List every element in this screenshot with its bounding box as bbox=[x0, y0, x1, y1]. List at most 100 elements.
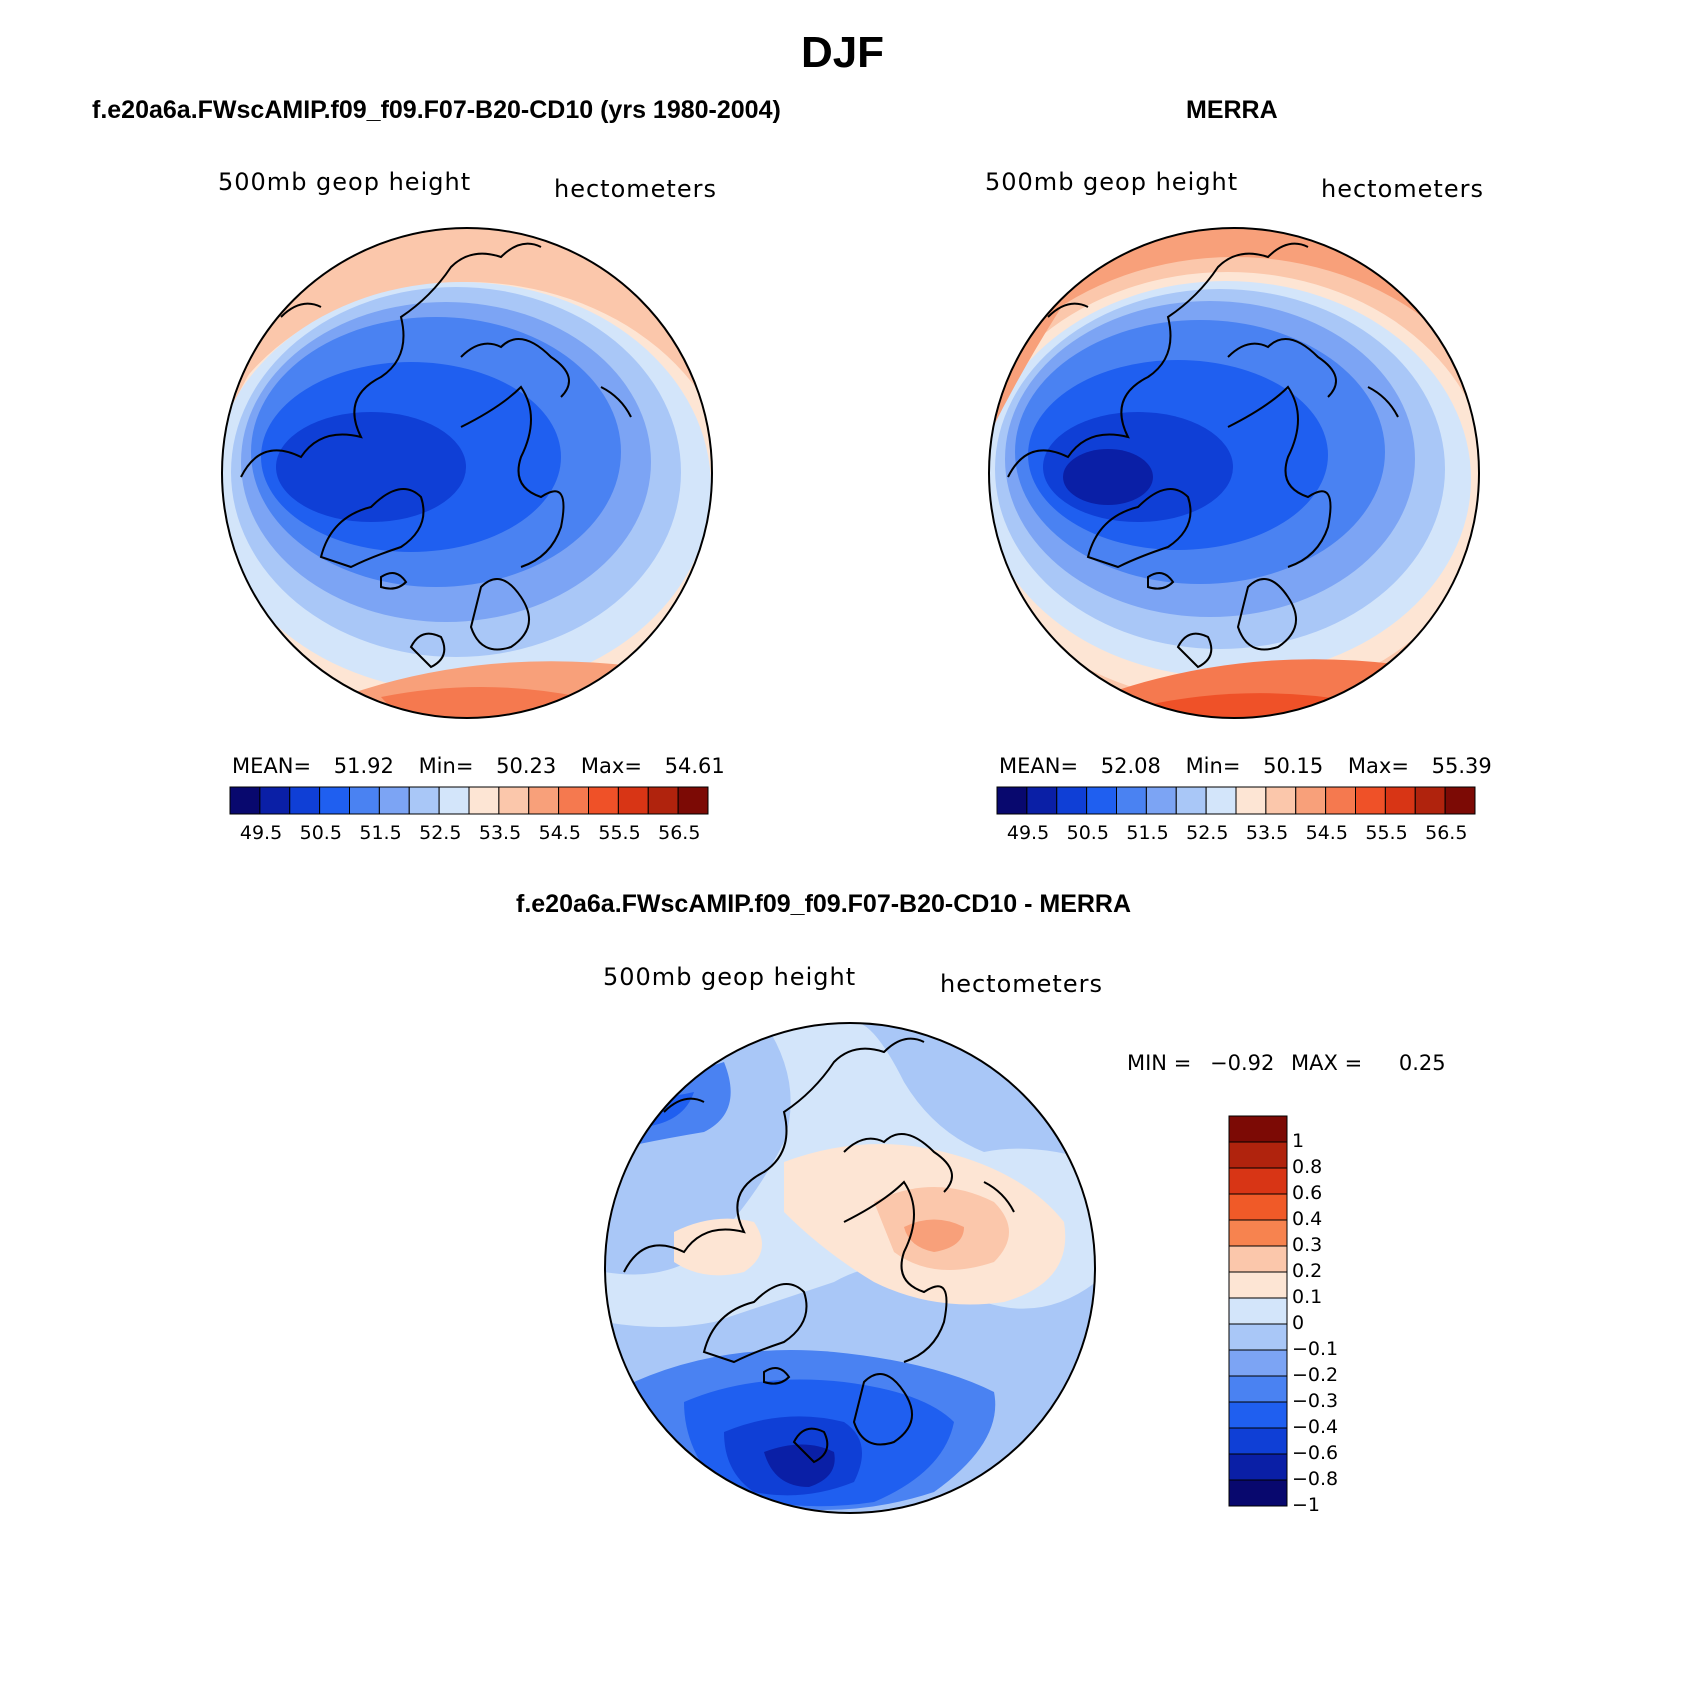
colorbar-swatch bbox=[319, 786, 350, 815]
colorbar-swatch bbox=[647, 786, 679, 815]
colorbar-swatch bbox=[1228, 1401, 1288, 1429]
obs-min-label: Min= bbox=[1185, 754, 1241, 778]
diff-min-value: −0.92 bbox=[1209, 1051, 1275, 1075]
colorbar-swatch bbox=[1355, 786, 1386, 815]
colorbar-swatch bbox=[468, 786, 500, 815]
colorbar-swatch bbox=[1228, 1193, 1288, 1221]
colorbar-swatch bbox=[1235, 786, 1267, 815]
diff-tick: 0.8 bbox=[1292, 1156, 1323, 1178]
diff-tick: −0.6 bbox=[1292, 1442, 1339, 1464]
colorbar-swatch bbox=[528, 786, 560, 815]
colorbar-swatch bbox=[1116, 786, 1147, 815]
colorbar-swatch bbox=[1228, 1453, 1288, 1481]
diff-tick: 0.4 bbox=[1292, 1208, 1323, 1230]
model-tick: 50.5 bbox=[299, 822, 342, 844]
model-mean-label: MEAN= bbox=[232, 754, 312, 778]
colorbar-swatch bbox=[498, 786, 530, 815]
diff-min-label: MIN = bbox=[1127, 1051, 1192, 1075]
colorbar-swatch bbox=[1228, 1375, 1288, 1403]
colorbar-swatch bbox=[289, 786, 321, 815]
diff-tick: −0.4 bbox=[1292, 1416, 1339, 1438]
page-title: DJF bbox=[800, 28, 885, 77]
model-max-label: Max= bbox=[580, 754, 642, 778]
obs-tick: 55.5 bbox=[1365, 822, 1408, 844]
model-tick: 52.5 bbox=[419, 822, 462, 844]
colorbar-swatch bbox=[438, 786, 470, 815]
diff-tick: 0.1 bbox=[1292, 1286, 1323, 1308]
obs-max-value: 55.39 bbox=[1431, 754, 1492, 778]
obs-colorbar-ticks: 49.5 50.5 51.5 52.5 53.5 54.5 55.5 56.5 bbox=[997, 822, 1475, 846]
diff-variable-label: 500mb geop height bbox=[603, 963, 857, 991]
model-panel-title: f.e20a6a.FWscAMIP.f09_f09.F07-B20-CD10 (… bbox=[92, 96, 781, 124]
obs-tick: 51.5 bbox=[1126, 822, 1169, 844]
colorbar-swatch bbox=[1145, 786, 1177, 815]
model-tick: 53.5 bbox=[478, 822, 522, 844]
colorbar-swatch bbox=[1228, 1479, 1288, 1507]
colorbar-swatch bbox=[1228, 1141, 1288, 1169]
colorbar-swatch bbox=[1414, 786, 1446, 815]
obs-tick: 54.5 bbox=[1305, 822, 1348, 844]
diff-tick: −0.3 bbox=[1292, 1390, 1339, 1412]
diff-max-label: MAX = bbox=[1291, 1051, 1363, 1075]
diff-colorbar-ticks: 1 0.8 0.6 0.4 0.3 0.2 0.1 0 −0.1 −0.2 −0… bbox=[1292, 1116, 1372, 1516]
colorbar-swatch bbox=[1026, 786, 1058, 815]
colorbar-swatch bbox=[1228, 1219, 1288, 1247]
obs-tick: 56.5 bbox=[1425, 822, 1468, 844]
diff-panel-title: f.e20a6a.FWscAMIP.f09_f09.F07-B20-CD10 -… bbox=[516, 890, 1132, 918]
colorbar-swatch bbox=[996, 786, 1028, 815]
obs-max-label: Max= bbox=[1347, 754, 1409, 778]
diff-tick: 1 bbox=[1292, 1130, 1305, 1152]
obs-units-label: hectometers bbox=[1321, 175, 1484, 203]
colorbar-swatch bbox=[1265, 786, 1297, 815]
colorbar-swatch bbox=[1444, 786, 1476, 815]
model-colorbar-ticks: 49.5 50.5 51.5 52.5 53.5 54.5 55.5 56.5 bbox=[230, 822, 708, 846]
obs-variable-label: 500mb geop height bbox=[985, 168, 1239, 196]
obs-tick: 50.5 bbox=[1066, 822, 1109, 844]
colorbar-swatch bbox=[349, 786, 380, 815]
diff-tick: −1 bbox=[1292, 1494, 1321, 1516]
model-tick: 56.5 bbox=[658, 822, 701, 844]
model-mean-value: 51.92 bbox=[333, 754, 394, 778]
obs-panel-title: MERRA bbox=[1186, 96, 1278, 124]
colorbar-swatch bbox=[229, 786, 261, 815]
diff-max-value: 0.25 bbox=[1398, 1051, 1446, 1075]
colorbar-swatch bbox=[617, 786, 649, 815]
model-min-label: Min= bbox=[418, 754, 474, 778]
diff-tick: 0.2 bbox=[1292, 1260, 1323, 1282]
colorbar-swatch bbox=[677, 786, 709, 815]
diff-tick: −0.1 bbox=[1292, 1338, 1339, 1360]
colorbar-swatch bbox=[259, 786, 291, 815]
colorbar-swatch bbox=[1295, 786, 1327, 815]
diff-tick: −0.8 bbox=[1292, 1468, 1339, 1490]
obs-polar-map bbox=[988, 227, 1480, 719]
colorbar-swatch bbox=[588, 786, 619, 815]
diff-colorbar bbox=[1228, 1115, 1288, 1507]
model-tick: 51.5 bbox=[359, 822, 402, 844]
obs-tick: 49.5 bbox=[1006, 822, 1050, 844]
obs-mean-value: 52.08 bbox=[1100, 754, 1161, 778]
colorbar-swatch bbox=[1228, 1349, 1288, 1377]
model-variable-label: 500mb geop height bbox=[218, 168, 472, 196]
colorbar-swatch bbox=[1228, 1167, 1288, 1195]
obs-min-value: 50.15 bbox=[1263, 754, 1324, 778]
colorbar-swatch bbox=[1228, 1115, 1288, 1143]
diff-tick: 0.6 bbox=[1292, 1182, 1323, 1204]
colorbar-swatch bbox=[1384, 786, 1416, 815]
model-colorbar bbox=[229, 786, 709, 815]
model-tick: 49.5 bbox=[239, 822, 283, 844]
colorbar-swatch bbox=[1228, 1297, 1288, 1325]
diff-polar-map bbox=[604, 1022, 1096, 1514]
colorbar-swatch bbox=[1228, 1271, 1288, 1299]
model-units-label: hectometers bbox=[554, 175, 717, 203]
diff-units-label: hectometers bbox=[940, 970, 1103, 998]
colorbar-swatch bbox=[408, 786, 440, 815]
obs-colorbar bbox=[996, 786, 1476, 815]
colorbar-swatch bbox=[1056, 786, 1088, 815]
obs-mean-label: MEAN= bbox=[999, 754, 1079, 778]
diff-tick: 0 bbox=[1292, 1312, 1305, 1334]
model-tick: 55.5 bbox=[598, 822, 641, 844]
model-polar-map bbox=[221, 227, 713, 719]
colorbar-swatch bbox=[558, 786, 589, 815]
model-max-value: 54.61 bbox=[664, 754, 725, 778]
obs-tick: 52.5 bbox=[1186, 822, 1229, 844]
